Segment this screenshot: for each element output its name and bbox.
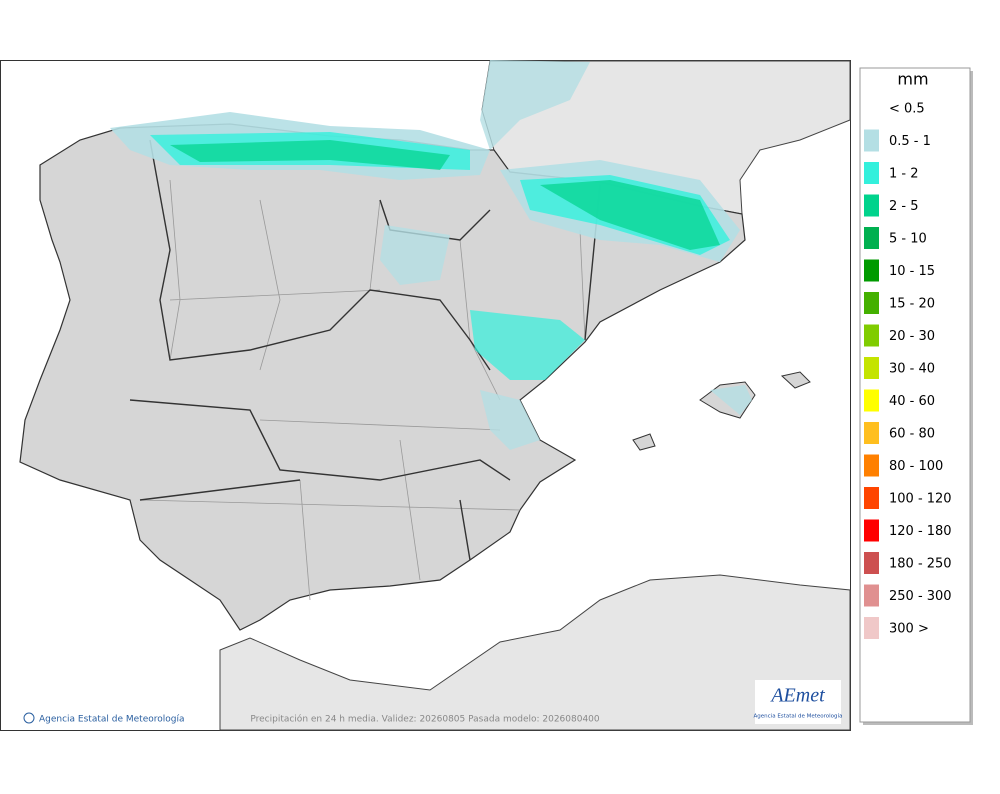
legend-label: 60 - 80 [889,427,935,442]
legend-label: 15 - 20 [889,297,935,312]
legend-label: 1 - 2 [889,167,919,182]
legend: mm < 0.5 0.5 - 1 1 - 2 2 - 5 5 - 10 10 - 15 15… [859,67,973,725]
menorca [780,371,811,389]
legend-swatch [864,617,879,639]
legend-swatch [864,454,879,477]
legend-swatch [864,357,879,379]
logo-text: AEmet [769,685,825,707]
credit: Agencia Estatal de Meteorología [23,712,185,725]
legend-swatch [864,422,879,444]
legend-label: 20 - 30 [889,329,935,344]
legend-swatch [864,292,879,314]
logo: AEmet Agencia Estatal de Meteorología [754,680,843,724]
legend-swatch [864,584,879,607]
africa [219,574,851,731]
legend-label: 120 - 180 [889,524,952,539]
legend-label: 40 - 60 [889,394,935,409]
legend-label: 30 - 40 [889,362,935,377]
legend-label: 0.5 - 1 [889,134,931,149]
legend-label: 5 - 10 [889,232,927,247]
logo-box [755,680,841,724]
legend-swatch [864,487,879,509]
legend-swatch [864,194,879,217]
copyright-icon [23,712,35,724]
legend-label: < 0.5 [889,102,925,117]
legend-label: 250 - 300 [889,589,952,604]
legend-label: 80 - 100 [889,459,943,474]
legend-swatch [864,259,879,282]
legend-swatch [864,162,879,184]
legend-swatch [864,552,879,574]
legend-swatch [864,519,879,542]
legend-label: 180 - 250 [889,557,952,572]
legend-swatch [864,227,879,249]
iberia [19,123,746,631]
legend-label: 10 - 15 [889,264,935,279]
legend-swatch [864,129,879,152]
map: Agencia Estatal de Meteorología Precipit… [0,60,851,731]
logo-subtitle: Agencia Estatal de Meteorología [754,713,843,720]
legend-swatch [864,324,879,347]
ibiza [632,433,656,451]
legend-title: mm [897,70,928,89]
precipitation [110,60,752,450]
credit-text: Agencia Estatal de Meteorología [39,715,185,725]
legend-swatch [864,389,879,412]
legend-label: 300 > [889,622,929,637]
caption: Precipitación en 24 h media. Validez: 20… [250,714,600,725]
legend-label: 2 - 5 [889,199,919,214]
legend-label: 100 - 120 [889,492,952,507]
